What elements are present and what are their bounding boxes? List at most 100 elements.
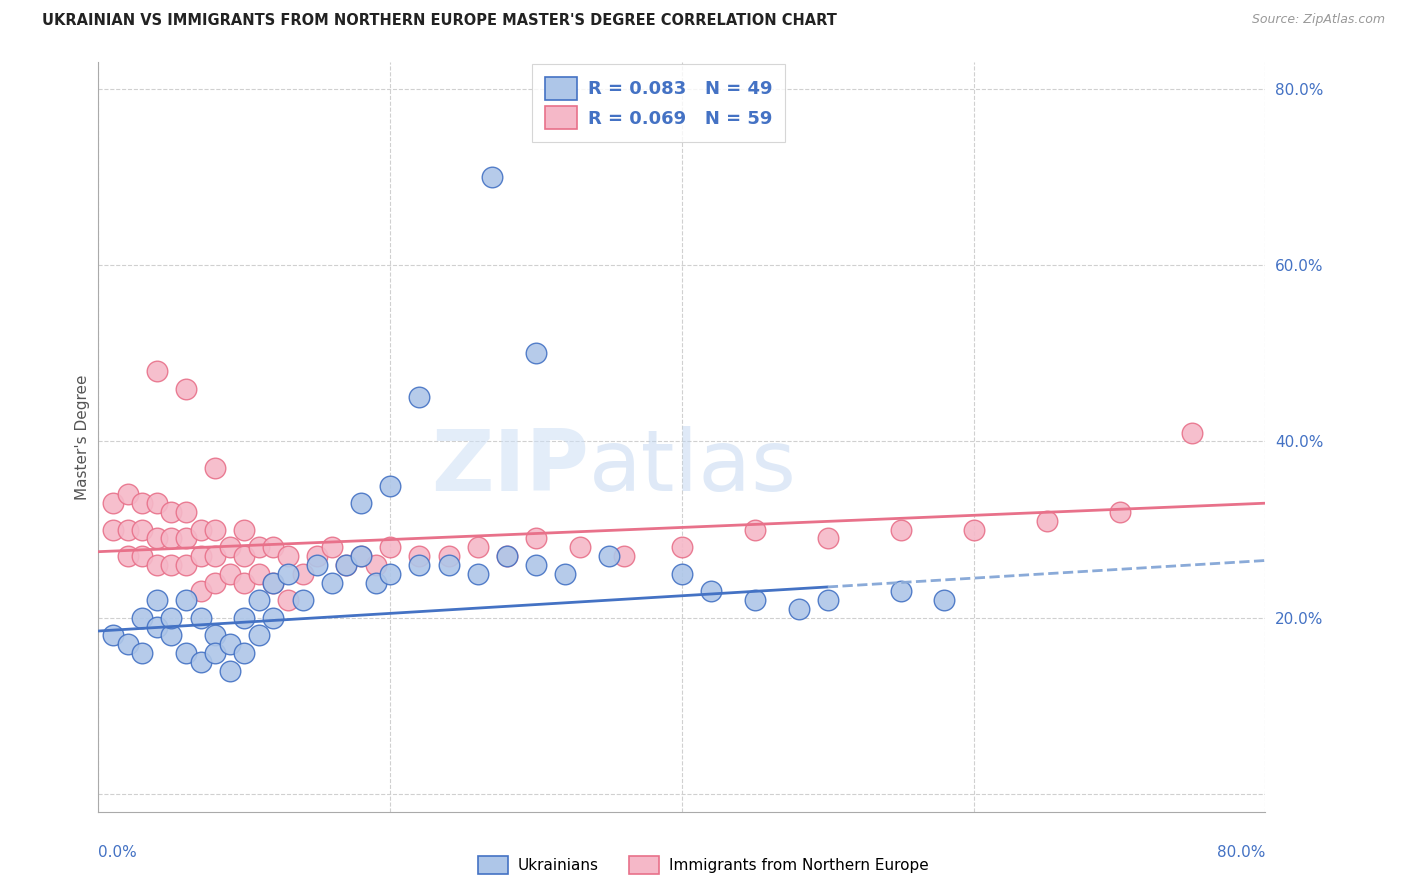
Point <box>554 566 576 581</box>
Point <box>890 523 912 537</box>
Point <box>146 593 169 607</box>
Point <box>1108 505 1130 519</box>
Point <box>101 496 124 510</box>
Point <box>262 575 284 590</box>
Point <box>307 558 329 572</box>
Point <box>204 575 226 590</box>
Point <box>817 593 839 607</box>
Point <box>524 532 547 546</box>
Point <box>335 558 357 572</box>
Point <box>378 478 402 492</box>
Point <box>744 523 766 537</box>
Point <box>671 541 693 555</box>
Point <box>174 532 197 546</box>
Point <box>190 584 212 599</box>
Point <box>321 575 343 590</box>
Point <box>408 549 430 563</box>
Point <box>598 549 620 563</box>
Point <box>817 532 839 546</box>
Point <box>218 541 240 555</box>
Point <box>700 584 723 599</box>
Point <box>1035 514 1057 528</box>
Point <box>233 523 256 537</box>
Point <box>262 611 284 625</box>
Point <box>350 496 373 510</box>
Point <box>350 549 373 563</box>
Point <box>262 575 284 590</box>
Point <box>146 558 169 572</box>
Point <box>524 346 547 360</box>
Point <box>218 566 240 581</box>
Point <box>174 558 197 572</box>
Point <box>671 566 693 581</box>
Point <box>131 549 153 563</box>
Point <box>160 628 183 642</box>
Point <box>160 558 183 572</box>
Point <box>233 549 256 563</box>
Point <box>174 505 197 519</box>
Point <box>408 558 430 572</box>
Point <box>307 549 329 563</box>
Point <box>204 549 226 563</box>
Point <box>744 593 766 607</box>
Text: Source: ZipAtlas.com: Source: ZipAtlas.com <box>1251 13 1385 27</box>
Point <box>495 549 517 563</box>
Text: 0.0%: 0.0% <box>98 846 138 860</box>
Text: ZIP: ZIP <box>430 425 589 508</box>
Point <box>146 496 169 510</box>
Point <box>190 523 212 537</box>
Point <box>277 593 299 607</box>
Point <box>962 523 984 537</box>
Text: UKRAINIAN VS IMMIGRANTS FROM NORTHERN EUROPE MASTER'S DEGREE CORRELATION CHART: UKRAINIAN VS IMMIGRANTS FROM NORTHERN EU… <box>42 13 837 29</box>
Point <box>204 523 226 537</box>
Point <box>218 637 240 651</box>
Legend: R = 0.083   N = 49, R = 0.069   N = 59: R = 0.083 N = 49, R = 0.069 N = 59 <box>531 64 785 142</box>
Point <box>117 523 139 537</box>
Point <box>291 566 314 581</box>
Text: 80.0%: 80.0% <box>1218 846 1265 860</box>
Point <box>247 593 270 607</box>
Legend: Ukrainians, Immigrants from Northern Europe: Ukrainians, Immigrants from Northern Eur… <box>471 850 935 880</box>
Point <box>190 655 212 669</box>
Point <box>437 549 460 563</box>
Point <box>131 523 153 537</box>
Point <box>160 532 183 546</box>
Point <box>787 602 810 616</box>
Point <box>467 541 489 555</box>
Point <box>437 558 460 572</box>
Point <box>364 575 387 590</box>
Point <box>174 646 197 660</box>
Point <box>350 549 373 563</box>
Point <box>612 549 634 563</box>
Point <box>378 541 402 555</box>
Point <box>481 169 503 184</box>
Point <box>233 575 256 590</box>
Point <box>568 541 591 555</box>
Point <box>174 382 197 396</box>
Point <box>291 593 314 607</box>
Point <box>146 364 169 378</box>
Point <box>160 505 183 519</box>
Text: atlas: atlas <box>589 425 797 508</box>
Point <box>262 541 284 555</box>
Point <box>934 593 956 607</box>
Point <box>247 628 270 642</box>
Point <box>408 391 430 405</box>
Point <box>101 523 124 537</box>
Point <box>101 628 124 642</box>
Point <box>364 558 387 572</box>
Point <box>204 628 226 642</box>
Point <box>1181 425 1204 440</box>
Point <box>233 611 256 625</box>
Point <box>204 461 226 475</box>
Point <box>131 646 153 660</box>
Point <box>495 549 517 563</box>
Point <box>146 619 169 633</box>
Point <box>233 646 256 660</box>
Point <box>117 637 139 651</box>
Point <box>335 558 357 572</box>
Point <box>277 549 299 563</box>
Point <box>160 611 183 625</box>
Point <box>321 541 343 555</box>
Point <box>378 566 402 581</box>
